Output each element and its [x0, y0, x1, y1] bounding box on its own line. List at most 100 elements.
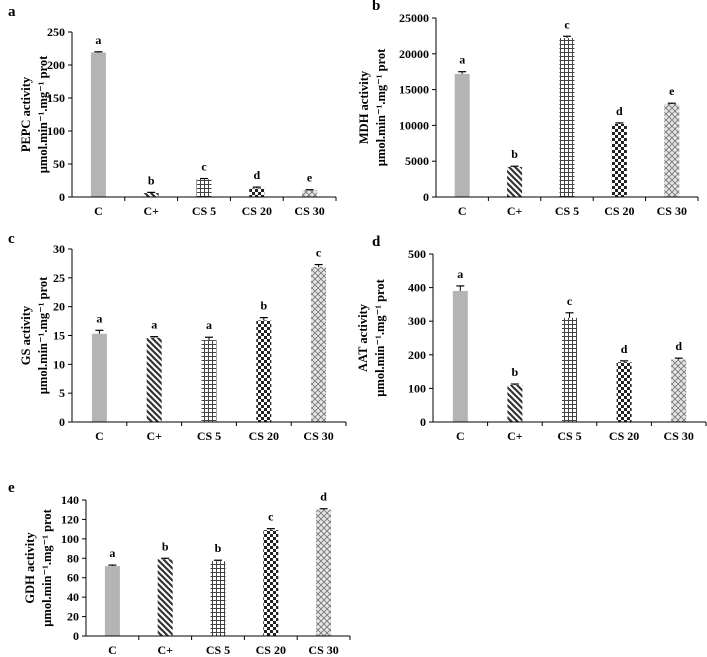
y-tick-label: 0: [423, 190, 429, 204]
significance-letter: e: [307, 171, 313, 185]
y-tick-label: 100: [61, 532, 79, 546]
bar: [507, 385, 523, 422]
x-tick-label: C: [94, 204, 103, 218]
panel-b: b 0 5000 10000 15000 20000 25000 MDH activity µm…: [357, 0, 699, 218]
x-tick-label: CS 30: [303, 429, 333, 443]
x-tick-label: C: [95, 429, 104, 443]
y-tick-label: 15000: [399, 83, 429, 97]
y-tick-label: 300: [408, 314, 426, 328]
significance-letter: c: [564, 17, 570, 31]
bar: [201, 340, 217, 422]
y-tick-label: 100: [47, 124, 65, 138]
x-tick-label: CS 20: [249, 429, 279, 443]
y-axis-label: MDH activity: [357, 70, 371, 144]
significance-letter: b: [162, 539, 169, 553]
panel-a: a 0 50 100 150 200 250 PEPC activity µmol.min⁻¹.…: [8, 4, 337, 218]
y-tick-label: 15: [53, 329, 65, 343]
panel-letter: a: [8, 4, 16, 20]
y-tick-label: 5: [59, 386, 65, 400]
significance-letter: a: [95, 33, 101, 47]
x-tick-label: CS 30: [657, 204, 687, 218]
y-axis-unit-label: µmol.min⁻¹.mg⁻¹ prot: [36, 55, 50, 173]
bar: [104, 566, 120, 636]
significance-letter: a: [151, 318, 157, 332]
x-tick-label: CS 5: [206, 643, 230, 657]
y-axis-label: PEPC activity: [19, 76, 33, 152]
significance-letter: b: [260, 299, 267, 313]
bar: [562, 317, 577, 422]
y-tick-label: 100: [408, 381, 426, 395]
x-tick-label: CS 20: [604, 204, 634, 218]
x-tick-label: C: [456, 429, 465, 443]
bar: [664, 103, 680, 197]
x-tick-label: C: [108, 643, 117, 657]
y-tick-label: 80: [67, 551, 79, 565]
x-tick-label: CS 30: [294, 204, 324, 218]
x-tick-label: C+: [157, 643, 173, 657]
panel-letter: e: [8, 480, 15, 496]
x-tick-label: C+: [507, 204, 523, 218]
panel-letter: b: [372, 0, 380, 14]
bar: [507, 166, 523, 197]
y-tick-label: 20: [67, 610, 79, 624]
y-axis-unit-label: µmol.min⁻¹.mg⁻¹ prot: [40, 508, 54, 626]
significance-letter: a: [96, 311, 102, 325]
y-tick-label: 20: [53, 300, 65, 314]
significance-letter: d: [253, 168, 260, 182]
significance-letter: c: [567, 294, 573, 308]
significance-letter: c: [268, 510, 274, 524]
bar: [302, 190, 318, 197]
bar: [196, 179, 212, 197]
significance-letter: c: [316, 246, 322, 260]
x-tick-label: CS 5: [192, 204, 216, 218]
x-tick-label: CS 20: [242, 204, 272, 218]
bar: [143, 193, 159, 197]
panel-letter: d: [372, 234, 381, 250]
significance-letter: b: [512, 365, 519, 379]
y-tick-label: 10: [53, 357, 65, 371]
y-tick-label: 10000: [399, 118, 429, 132]
significance-letter: d: [675, 339, 682, 353]
bar: [316, 509, 332, 636]
significance-letter: a: [206, 318, 212, 332]
x-tick-label: CS 5: [197, 429, 221, 443]
x-tick-label: C+: [146, 429, 162, 443]
panel-e: e 0 20 40 60 80 100 120 140 GDH activity µmol.min⁻…: [8, 480, 351, 657]
y-tick-label: 120: [61, 512, 79, 526]
bar: [146, 337, 162, 422]
y-tick-label: 60: [67, 571, 79, 585]
bar: [157, 559, 173, 636]
y-tick-label: 200: [408, 348, 426, 362]
significance-letter: c: [201, 160, 207, 174]
bar: [454, 73, 470, 197]
x-tick-label: C: [458, 204, 467, 218]
bar: [249, 188, 265, 197]
y-axis-unit-label: µmol.min⁻¹.mg⁻¹ prot: [373, 278, 387, 396]
bar: [256, 320, 272, 422]
x-tick-label: CS 30: [308, 643, 338, 657]
significance-letter: d: [616, 104, 623, 118]
x-tick-label: CS 20: [609, 429, 639, 443]
x-tick-label: CS 5: [555, 204, 579, 218]
y-tick-label: 250: [47, 25, 65, 39]
y-tick-label: 0: [73, 629, 79, 643]
x-tick-label: C+: [143, 204, 159, 218]
y-tick-label: 140: [61, 493, 79, 507]
bar: [263, 530, 279, 636]
y-tick-label: 150: [47, 91, 65, 105]
y-tick-label: 0: [59, 190, 65, 204]
bar: [210, 561, 226, 636]
significance-letter: b: [511, 147, 518, 161]
y-tick-label: 30: [53, 242, 65, 256]
y-axis-unit-label: µmol.min⁻¹.mg⁻¹ prot: [36, 276, 50, 394]
bar: [90, 52, 106, 198]
y-axis-label: GDH activity: [23, 532, 37, 604]
bar: [559, 38, 575, 197]
significance-letter: b: [148, 173, 155, 187]
x-tick-label: C+: [507, 429, 523, 443]
y-tick-label: 0: [420, 415, 426, 429]
y-tick-label: 25000: [399, 11, 429, 25]
bar: [311, 266, 327, 422]
